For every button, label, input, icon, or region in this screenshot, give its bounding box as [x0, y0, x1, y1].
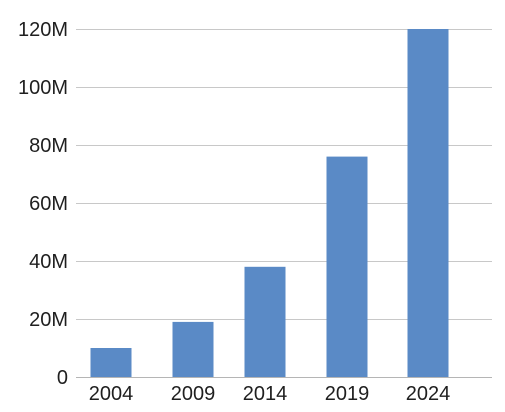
- bar-2019: [326, 156, 368, 377]
- bar-2004: [90, 348, 132, 377]
- y-tick-label: 40M: [29, 251, 68, 273]
- bars: [90, 29, 449, 377]
- x-tick-label: 2024: [406, 383, 451, 405]
- x-tick-label: 2014: [243, 383, 288, 405]
- bar-2014: [244, 266, 286, 377]
- bar-2009: [172, 321, 214, 377]
- x-tick-label: 2009: [171, 383, 216, 405]
- y-tick-label: 60M: [29, 193, 68, 215]
- y-tick-label: 20M: [29, 309, 68, 331]
- y-tick-label: 100M: [18, 77, 68, 99]
- y-tick-label: 120M: [18, 19, 68, 41]
- x-tick-label: 2019: [325, 383, 370, 405]
- y-tick-label: 80M: [29, 135, 68, 157]
- x-tick-label: 2004: [89, 383, 134, 405]
- bar-2024: [407, 29, 449, 377]
- axes: 0 20M 40M 60M 80M 100M 120M 2004 2009 2014 2019 202…: [18, 19, 492, 405]
- y-tick-label: 0: [57, 367, 68, 389]
